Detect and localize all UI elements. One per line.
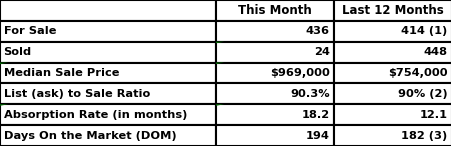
Bar xyxy=(0,63,216,83)
Bar xyxy=(216,83,333,104)
Bar xyxy=(216,104,333,125)
Bar xyxy=(0,104,216,125)
Text: 90.3%: 90.3% xyxy=(289,89,329,99)
Text: $754,000: $754,000 xyxy=(387,68,446,78)
Text: 90% (2): 90% (2) xyxy=(397,89,446,99)
Text: 182 (3): 182 (3) xyxy=(400,131,446,141)
Bar xyxy=(333,104,451,125)
Bar xyxy=(333,0,451,21)
Bar xyxy=(0,42,216,63)
Bar xyxy=(216,21,333,42)
Text: Days On the Market (DOM): Days On the Market (DOM) xyxy=(4,131,176,141)
Bar xyxy=(0,0,216,21)
Bar xyxy=(0,125,216,146)
Text: 414 (1): 414 (1) xyxy=(400,26,446,36)
Bar xyxy=(0,83,216,104)
Text: Last 12 Months: Last 12 Months xyxy=(341,4,443,17)
Polygon shape xyxy=(0,63,8,64)
Bar xyxy=(333,21,451,42)
Text: List (ask) to Sale Ratio: List (ask) to Sale Ratio xyxy=(4,89,150,99)
Bar xyxy=(333,125,451,146)
Text: 12.1: 12.1 xyxy=(419,110,446,120)
Text: Median Sale Price: Median Sale Price xyxy=(4,68,119,78)
Text: Sold: Sold xyxy=(4,47,32,57)
Polygon shape xyxy=(216,63,224,64)
Text: 448: 448 xyxy=(423,47,446,57)
Bar xyxy=(0,21,216,42)
Text: For Sale: For Sale xyxy=(4,26,56,36)
Bar xyxy=(216,42,333,63)
Bar xyxy=(216,63,333,83)
Bar xyxy=(333,63,451,83)
Text: This Month: This Month xyxy=(238,4,311,17)
Bar xyxy=(333,42,451,63)
Text: Absorption Rate (in months): Absorption Rate (in months) xyxy=(4,110,187,120)
Text: 18.2: 18.2 xyxy=(301,110,329,120)
Polygon shape xyxy=(216,104,224,106)
Text: $969,000: $969,000 xyxy=(269,68,329,78)
Text: 436: 436 xyxy=(305,26,329,36)
Bar xyxy=(333,83,451,104)
Polygon shape xyxy=(216,42,224,43)
Text: 24: 24 xyxy=(313,47,329,57)
Bar xyxy=(216,0,333,21)
Polygon shape xyxy=(0,104,8,106)
Text: 194: 194 xyxy=(305,131,329,141)
Bar xyxy=(216,125,333,146)
